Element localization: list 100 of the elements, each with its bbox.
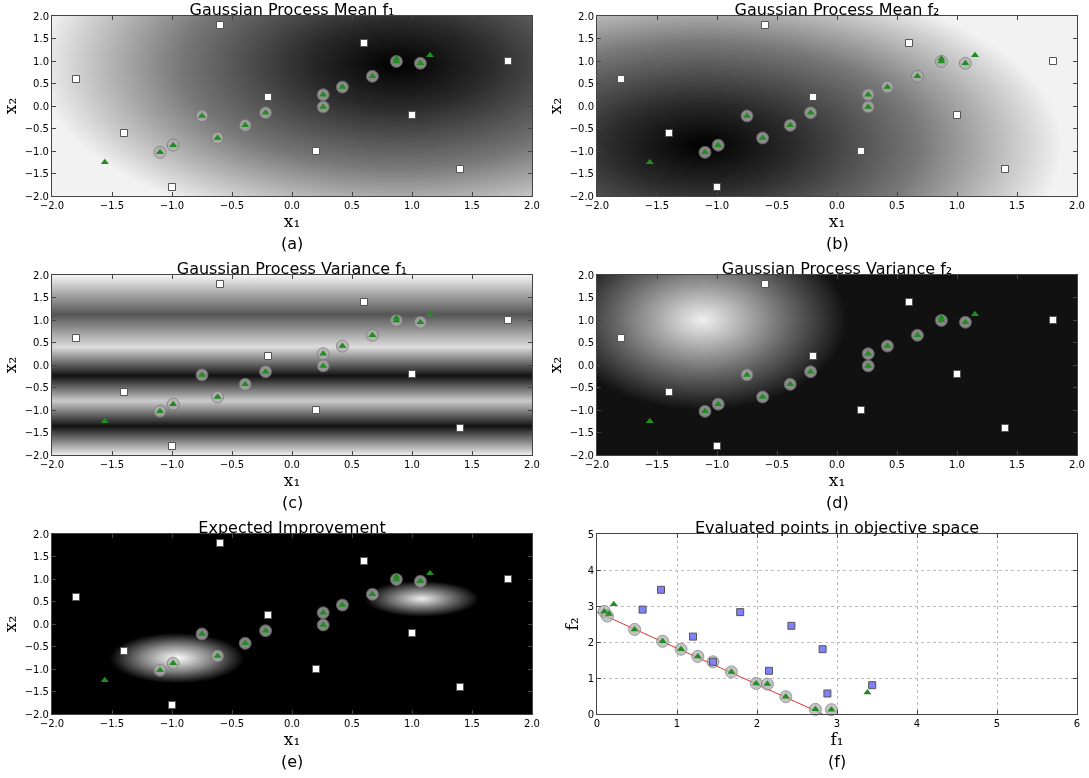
- x-tick-label: −0.5: [219, 200, 245, 211]
- chart-title: Expected Improvement: [198, 518, 386, 537]
- text: (f): [828, 752, 847, 771]
- x-tick-label: 0.0: [284, 718, 300, 729]
- x-tick-label: −1.0: [159, 459, 185, 470]
- y-tick-label: 5: [587, 528, 594, 540]
- x-tick-label: 2: [753, 718, 761, 729]
- x-tick-label: 2.0: [1069, 200, 1085, 211]
- x-axis-title: x₁: [283, 470, 301, 490]
- y-tick-label: 1: [587, 672, 594, 684]
- y-tick-label: 0.0: [33, 100, 49, 112]
- x-tick-label: 2.0: [1069, 459, 1085, 470]
- y-tick-label: 2.0: [33, 10, 49, 22]
- x-tick-label: 6: [1073, 718, 1081, 729]
- x-tick-label: −1.0: [159, 718, 185, 729]
- y-axis-title: x₂: [545, 97, 565, 115]
- x-tick-label: 3: [833, 718, 841, 729]
- y-tick-label: 1.5: [578, 33, 594, 44]
- y-tick-label: 2.0: [33, 269, 49, 281]
- y-tick-label: 0: [587, 708, 594, 720]
- x-tick-label: 0.0: [284, 459, 300, 470]
- y-tick-label: 1.5: [33, 551, 49, 562]
- x-tick-label: 1: [673, 718, 681, 729]
- y-tick-label: −1.5: [569, 427, 594, 438]
- y-axis-title: x₂: [0, 97, 20, 115]
- y-tick-label: −0.5: [569, 382, 594, 393]
- x-tick-label: −0.5: [764, 459, 790, 470]
- x-axis-title: x₁: [283, 729, 301, 749]
- y-tick-label: 1.0: [33, 55, 49, 67]
- x-tick-label: 2.0: [524, 459, 540, 470]
- x-tick-label: −1.5: [99, 718, 125, 729]
- x-axis-title: x₁: [283, 211, 301, 231]
- y-tick-label: −1.5: [24, 427, 49, 438]
- chart-title: Gaussian Process Mean f₂: [734, 0, 940, 19]
- y-tick-label: −2.0: [569, 449, 594, 461]
- y-tick-label: 1.5: [578, 292, 594, 303]
- y-tick-label: −1.0: [24, 404, 49, 416]
- x-tick-label: 0.5: [344, 459, 360, 470]
- y-tick-label: −0.5: [24, 641, 49, 652]
- y-tick-label: −0.5: [569, 123, 594, 134]
- x-tick-label: −0.5: [764, 200, 790, 211]
- x-tick-label: 1.0: [404, 718, 420, 729]
- x-tick-label: 2.0: [524, 200, 540, 211]
- y-tick-label: 2: [587, 636, 594, 648]
- y-tick-label: 1.5: [33, 33, 49, 44]
- x-tick-label: 1.0: [404, 200, 420, 211]
- y-tick-label: 2.0: [578, 269, 594, 281]
- y-tick-label: 0.0: [578, 359, 594, 371]
- y-tick-label: 1.0: [578, 55, 594, 67]
- text: (b): [826, 234, 849, 253]
- x-tick-label: 4: [913, 718, 921, 729]
- y-tick-label: −1.0: [569, 145, 594, 157]
- x-tick-label: 5: [993, 718, 1001, 729]
- y-tick-label: 3: [587, 600, 594, 612]
- x-tick-label: 0.5: [344, 718, 360, 729]
- chart-title: Gaussian Process Mean f₁: [189, 0, 395, 19]
- y-tick-label: 1.0: [33, 573, 49, 585]
- y-tick-label: 0.5: [33, 337, 49, 348]
- x-tick-label: −1.0: [704, 200, 730, 211]
- x-tick-label: −0.5: [219, 718, 245, 729]
- y-tick-label: −2.0: [24, 449, 49, 461]
- x-tick-label: 0.0: [284, 200, 300, 211]
- y-axis-title: x₂: [0, 356, 20, 374]
- y-tick-label: −0.5: [24, 123, 49, 134]
- y-tick-label: 0.0: [33, 618, 49, 630]
- y-axis-title: x₂: [0, 615, 20, 633]
- x-tick-label: 1.5: [1009, 459, 1025, 470]
- y-tick-label: 4: [587, 564, 594, 576]
- y-tick-label: 1.5: [33, 292, 49, 303]
- x-tick-label: 2.0: [524, 718, 540, 729]
- y-tick-label: −2.0: [569, 190, 594, 202]
- x-tick-label: −0.5: [219, 459, 245, 470]
- y-tick-label: −1.5: [569, 168, 594, 179]
- text: (d): [826, 493, 849, 512]
- y-tick-label: −1.0: [24, 145, 49, 157]
- chart-title: Evaluated points in objective space: [694, 518, 980, 537]
- y-tick-label: 0.0: [578, 100, 594, 112]
- y-tick-label: 0.5: [578, 337, 594, 348]
- x-tick-label: −1.5: [644, 200, 670, 211]
- x-tick-label: −1.5: [99, 200, 125, 211]
- y-tick-label: 2.0: [33, 528, 49, 540]
- x-tick-label: −1.5: [99, 459, 125, 470]
- y-axis-title: f₂: [562, 617, 583, 631]
- x-axis-title: f₁: [830, 729, 844, 749]
- x-tick-label: −1.0: [704, 459, 730, 470]
- y-tick-label: 2.0: [578, 10, 594, 22]
- x-tick-label: 1.0: [949, 200, 965, 211]
- x-tick-label: 0.5: [889, 459, 905, 470]
- x-tick-label: 0.0: [829, 459, 845, 470]
- x-tick-label: 0.5: [344, 200, 360, 211]
- x-tick-label: 1.0: [404, 459, 420, 470]
- y-tick-label: 1.0: [33, 314, 49, 326]
- x-tick-label: 1.5: [464, 459, 480, 470]
- text: (a): [281, 234, 304, 253]
- x-tick-label: −1.0: [159, 200, 185, 211]
- x-tick-label: 0.0: [829, 200, 845, 211]
- y-tick-label: −1.0: [24, 663, 49, 675]
- x-tick-label: 1.5: [464, 200, 480, 211]
- text: (c): [282, 493, 304, 512]
- y-tick-label: 0.0: [33, 359, 49, 371]
